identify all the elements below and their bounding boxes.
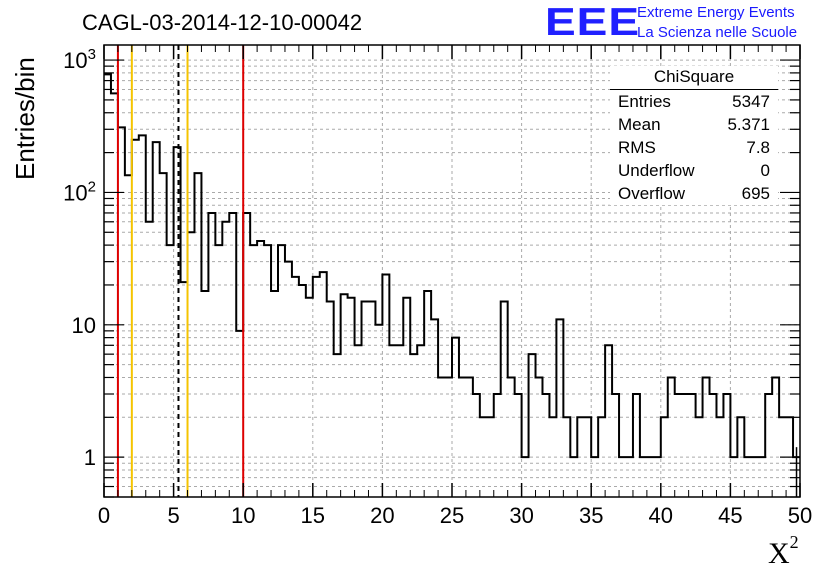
- x-tick-label: 0: [98, 503, 110, 528]
- stats-label: RMS: [618, 138, 656, 157]
- x-tick-label: 15: [301, 503, 325, 528]
- x-tick-label: 45: [718, 503, 742, 528]
- stats-label: Mean: [618, 115, 661, 134]
- stats-row-underflow: Underflow 0: [610, 159, 778, 182]
- stats-value: 7.8: [746, 138, 770, 157]
- logo-subtitle-2: La Scienza nelle Scuole: [637, 24, 798, 41]
- x-tick-label: 20: [370, 503, 394, 528]
- stats-label: Underflow: [618, 161, 695, 180]
- stats-value: 0: [760, 161, 770, 180]
- stats-title: ChiSquare: [610, 66, 778, 90]
- stats-row-mean: Mean 5.371: [610, 113, 778, 136]
- stats-value: 5347: [732, 92, 770, 111]
- reference-lines-layer: [116, 45, 245, 497]
- x-tick-label: 5: [167, 503, 179, 528]
- x-axis-label-base: X: [768, 537, 790, 570]
- logo-subtitle-1: Extreme Energy Events: [637, 4, 795, 21]
- histogram-series: [104, 73, 800, 459]
- y-tick-label: 102: [63, 178, 96, 205]
- grid-layer: [103, 45, 801, 498]
- stats-row-entries: Entries 5347: [610, 90, 778, 113]
- eee-logo: EEE: [545, 0, 641, 44]
- x-tick-label: 10: [231, 503, 255, 528]
- x-tick-label: 30: [509, 503, 533, 528]
- x-axis-label: X2: [768, 532, 799, 571]
- stats-label: Entries: [618, 92, 671, 111]
- x-tick-label: 25: [440, 503, 464, 528]
- stats-value: 695: [741, 184, 770, 203]
- stats-row-overflow: Overflow 695: [610, 182, 778, 205]
- y-axis-label: Entries/bin: [10, 57, 40, 180]
- run-title: CAGL-03-2014-12-10-00042: [82, 10, 363, 35]
- histogram-layer: [104, 73, 800, 497]
- stats-label: Overflow: [618, 184, 686, 203]
- x-tick-label: 50: [788, 503, 812, 528]
- y-tick-label: 103: [63, 46, 96, 73]
- x-tick-label: 35: [579, 503, 603, 528]
- x-axis-label-exp: 2: [789, 532, 799, 552]
- y-tick-label: 10: [72, 313, 96, 338]
- stats-row-rms: RMS 7.8: [610, 136, 778, 159]
- stats-value: 5.371: [727, 115, 770, 134]
- stats-box: ChiSquare Entries 5347 Mean 5.371 RMS 7.8 U…: [610, 66, 778, 205]
- y-tick-label: 1: [84, 445, 96, 470]
- axis-ticks-layer: 0 5 10 15 20 25 30 35 40 45 50 1 10 102 103: [63, 45, 812, 528]
- x-tick-label: 40: [649, 503, 673, 528]
